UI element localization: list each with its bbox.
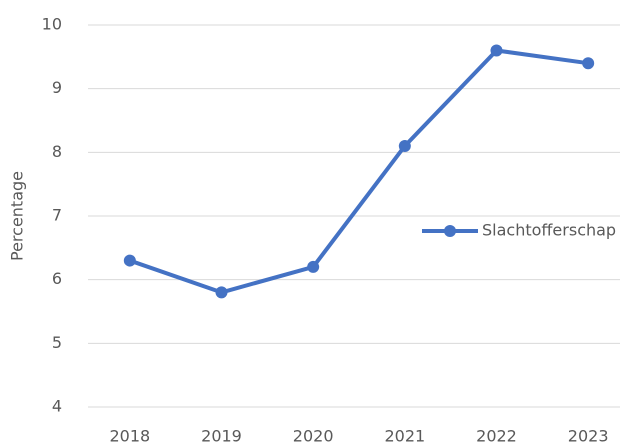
x-tick-label: 2022	[476, 427, 517, 446]
marker	[215, 286, 228, 299]
marker	[398, 139, 411, 152]
x-tick-label: 2020	[293, 427, 334, 446]
x-tick-label: 2018	[109, 427, 150, 446]
y-axis-label: Percentage	[8, 171, 27, 261]
y-tick-label: 9	[52, 78, 62, 97]
marker	[582, 57, 595, 70]
legend-label: Slachtofferschap	[482, 221, 616, 240]
x-tick-label: 2019	[201, 427, 242, 446]
y-tick-label: 5	[52, 333, 62, 352]
y-tick-label: 6	[52, 269, 62, 288]
legend-marker	[444, 225, 456, 237]
x-tick-label: 2023	[568, 427, 609, 446]
marker	[123, 254, 136, 267]
y-tick-label: 10	[42, 15, 62, 34]
x-tick-label: 2021	[384, 427, 425, 446]
y-tick-label: 8	[52, 142, 62, 161]
y-tick-label: 7	[52, 206, 62, 225]
marker	[307, 260, 320, 273]
y-tick-label: 4	[52, 397, 62, 416]
marker	[490, 44, 503, 57]
line	[129, 48, 589, 295]
